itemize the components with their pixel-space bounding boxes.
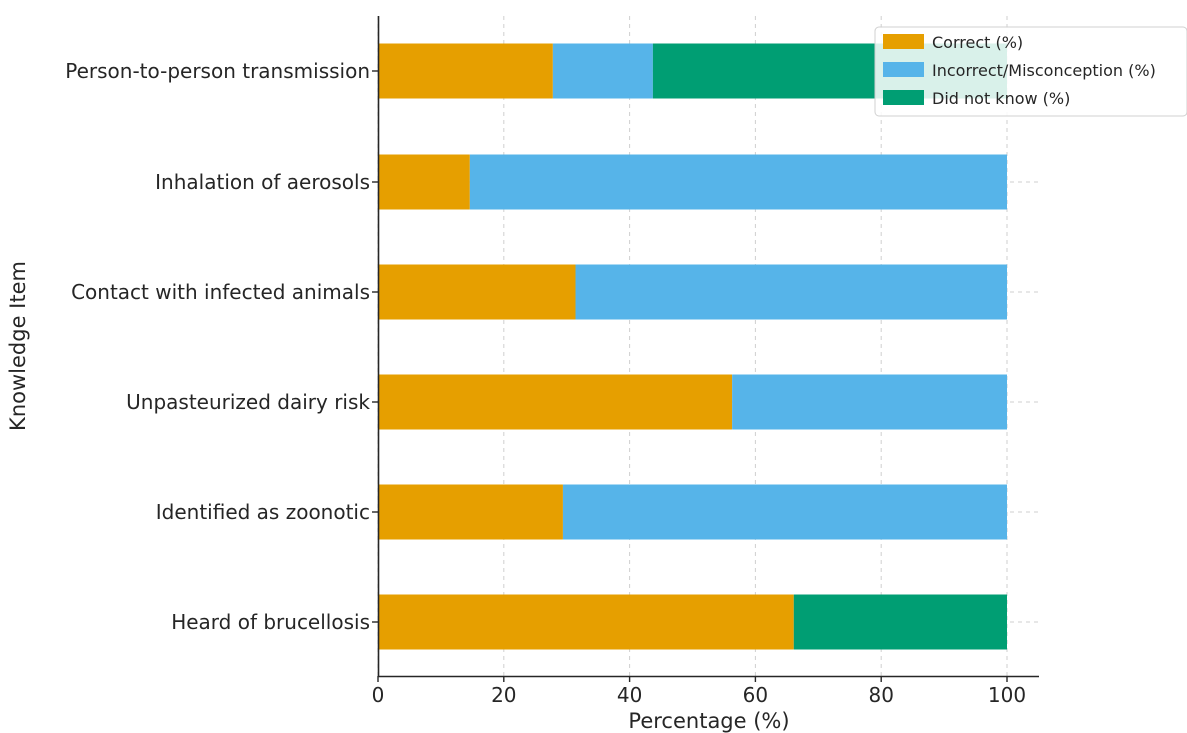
bars	[378, 43, 1008, 650]
legend-swatch	[883, 34, 924, 49]
bar-segment	[732, 374, 1007, 430]
bar-segment	[378, 594, 794, 650]
legend-swatch	[883, 90, 924, 105]
category-label: Unpasteurized dairy risk	[126, 390, 370, 414]
x-tick-label: 40	[617, 683, 642, 707]
bar-segment	[562, 484, 1007, 540]
x-tick-label: 20	[491, 683, 516, 707]
category-label: Identified as zoonotic	[156, 500, 370, 524]
bar-segment	[378, 484, 563, 540]
category-label: Heard of brucellosis	[171, 610, 370, 634]
category-label: Inhalation of aerosols	[155, 170, 370, 194]
category-label: Contact with infected animals	[71, 280, 370, 304]
bar-segment	[552, 43, 653, 99]
bar-segment	[575, 264, 1007, 320]
legend: Correct (%) Incorrect/Misconception (%) Di…	[874, 26, 1187, 117]
category-labels: Person-to-person transmission Inhalation …	[65, 59, 378, 634]
x-ticks: 0 20 40 60 80 100	[372, 676, 1026, 707]
x-tick-label: 60	[743, 683, 768, 707]
bar-segment	[793, 594, 1007, 650]
x-tick-label: 0	[372, 683, 385, 707]
x-tick-label: 80	[868, 683, 893, 707]
bar-segment	[378, 43, 553, 99]
category-label: Person-to-person transmission	[65, 59, 370, 83]
bar-segment	[469, 154, 1008, 210]
legend-label: Correct (%)	[932, 33, 1023, 52]
legend-label: Did not know (%)	[932, 89, 1070, 108]
bar-segment	[378, 154, 470, 210]
bar-segment	[378, 374, 733, 430]
legend-box	[874, 26, 1187, 117]
bar-segment	[378, 264, 576, 320]
x-axis-title: Percentage (%)	[628, 709, 789, 733]
y-axis-title: Knowledge Item	[6, 261, 30, 431]
legend-label: Incorrect/Misconception (%)	[932, 61, 1156, 80]
legend-swatch	[883, 62, 924, 77]
x-tick-label: 100	[988, 683, 1026, 707]
